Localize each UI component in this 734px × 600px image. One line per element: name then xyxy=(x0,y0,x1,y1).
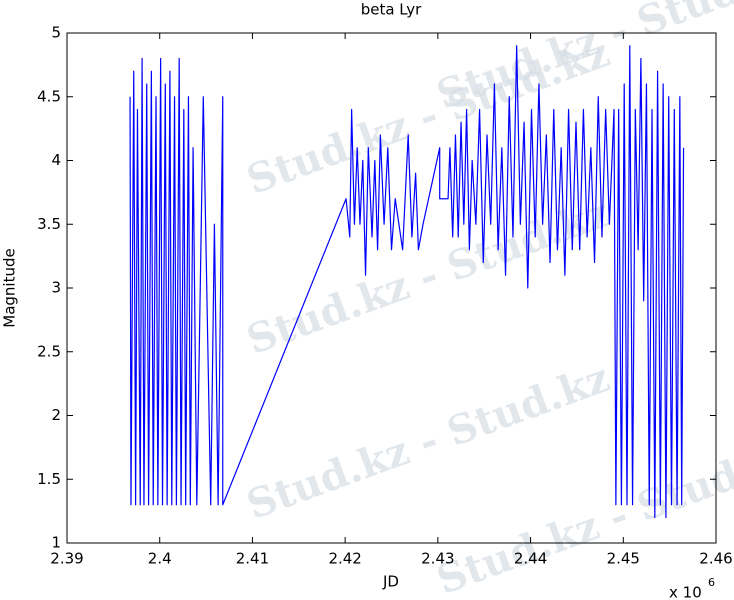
data-line xyxy=(129,45,685,519)
chart-title: beta Lyr xyxy=(361,1,422,19)
x-axis-label: JD xyxy=(382,573,399,591)
x-scale-exponent: 6 xyxy=(708,576,715,589)
y-tick-label: 3.5 xyxy=(37,215,61,233)
y-tick-label: 2.5 xyxy=(37,342,61,360)
y-tick-label: 3 xyxy=(51,279,61,297)
x-tick-label: 2.45 xyxy=(607,550,640,568)
x-tick-label: 2.4 xyxy=(148,550,172,568)
x-scale-label: x 10 xyxy=(669,584,702,600)
y-tick-label: 4 xyxy=(51,151,61,169)
y-axis-label: Magnitude xyxy=(1,248,19,327)
y-tick-label: 5 xyxy=(51,24,61,42)
x-tick-label: 2.43 xyxy=(421,550,454,568)
x-tick-label: 2.44 xyxy=(514,550,547,568)
y-tick-label: 1.5 xyxy=(37,470,61,488)
x-tick-label: 2.41 xyxy=(236,550,269,568)
y-tick-label: 1 xyxy=(51,534,61,552)
x-tick-label: 2.42 xyxy=(328,550,361,568)
y-tick-label: 4.5 xyxy=(37,87,61,105)
y-tick-label: 2 xyxy=(51,406,61,424)
x-tick-label: 2.39 xyxy=(50,550,83,568)
x-tick-label: 2.46 xyxy=(699,550,732,568)
